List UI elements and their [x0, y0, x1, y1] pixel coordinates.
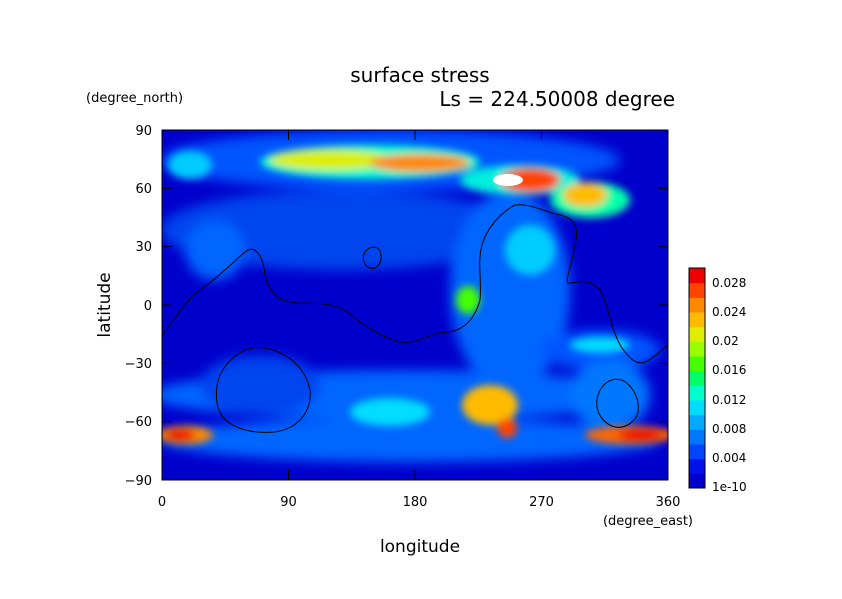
x-tick-label: 180 [403, 495, 428, 510]
island-contour [362, 246, 382, 269]
colorbar-swatch [689, 414, 705, 430]
x-tick-label: 270 [529, 495, 554, 510]
colorbar-swatch [689, 282, 705, 298]
saturated-maximum [493, 174, 523, 186]
colorbar-label: 0.02 [712, 334, 739, 348]
colorbar-swatch [689, 370, 705, 386]
colorbar-swatch [689, 297, 705, 313]
chart-title: surface stress [350, 63, 489, 87]
x-axis-unit: (degree_east) [603, 514, 693, 529]
continent-contour [162, 204, 668, 364]
basin-contour-east [596, 378, 639, 428]
colorbar-swatch [689, 385, 705, 401]
heatmap-field [162, 130, 668, 480]
colorbar-label: 0.012 [712, 393, 746, 407]
chart-subtitle: Ls = 224.50008 degree [439, 87, 675, 111]
colorbar-swatch [689, 429, 705, 445]
y-axis-label: latitude [95, 272, 115, 337]
colorbar-label: 0.016 [712, 363, 746, 377]
colorbar-frame [688, 267, 706, 489]
y-tick-label: −30 [125, 357, 152, 372]
colorbar-swatch [689, 326, 705, 342]
y-tick-label: −90 [125, 474, 152, 489]
colorbar-swatch [689, 341, 705, 357]
axis-ticks [161, 129, 669, 481]
colorbar-swatches [689, 268, 705, 489]
x-tick-label: 360 [656, 495, 681, 510]
colorbar-label: 0.024 [712, 305, 746, 319]
colorbar-label: 0.028 [712, 276, 746, 290]
x-tick-label: 90 [280, 495, 297, 510]
colorbar: 0.028 0.024 0.02 0.016 0.012 0.008 0.004… [688, 267, 747, 494]
colorbar-label: 0.004 [712, 451, 746, 465]
colorbar-swatch [689, 356, 705, 372]
colorbar-swatch [689, 444, 705, 460]
topography-contours [162, 204, 668, 433]
x-tick-label: 0 [158, 495, 166, 510]
y-tick-label: 0 [144, 299, 152, 314]
basin-contour-west [215, 346, 311, 433]
high-stress-regions [162, 145, 668, 444]
y-tick-label: −60 [125, 415, 152, 430]
colorbar-swatch [689, 400, 705, 416]
y-tick-label: 60 [135, 182, 152, 197]
y-tick-label: 30 [135, 240, 152, 255]
colorbar-swatch [689, 458, 705, 474]
x-axis-label: longitude [380, 537, 460, 557]
colorbar-label: 1e-10 [712, 480, 747, 494]
colorbar-label: 0.008 [712, 422, 746, 436]
y-axis-unit: (degree_north) [86, 91, 183, 106]
y-tick-label: 90 [135, 124, 152, 139]
colorbar-swatch [689, 473, 705, 489]
colorbar-swatch [689, 312, 705, 328]
colorbar-swatch [689, 268, 705, 284]
